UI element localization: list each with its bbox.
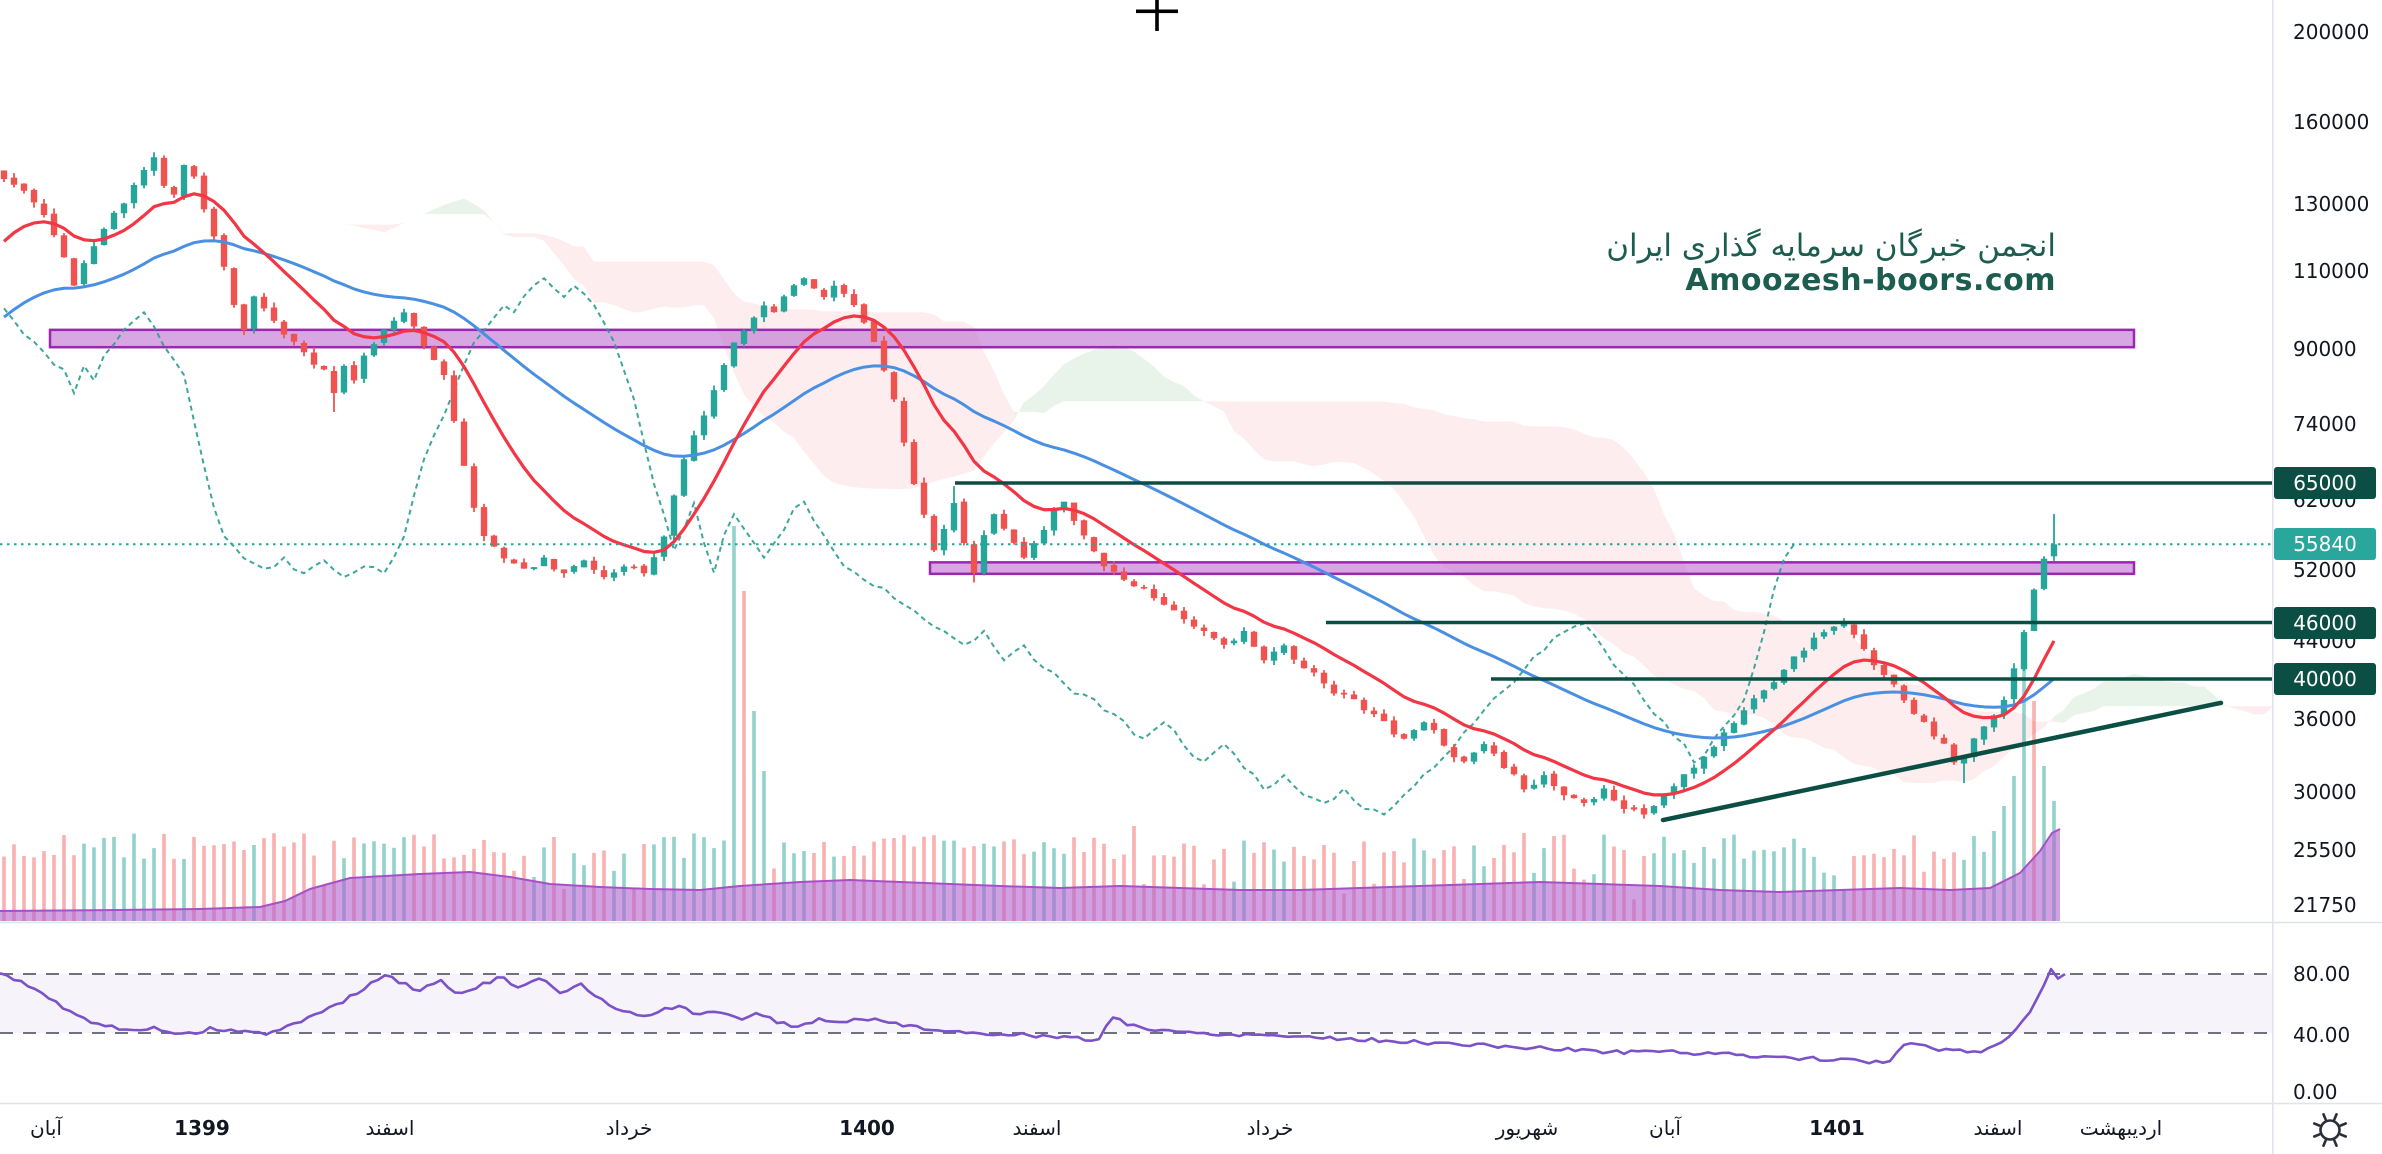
supply-demand-zones (48, 328, 2136, 576)
chikou-span-line (3, 276, 1795, 816)
rsi-line (0, 967, 2066, 1065)
price-axis[interactable] (2274, 0, 2382, 1103)
moving-averages (2, 192, 2056, 797)
volume-bars (2, 526, 2056, 921)
gear-icon (2312, 1112, 2348, 1148)
volume-ma-area (0, 828, 2061, 921)
settings-gear-button[interactable] (2306, 1106, 2354, 1154)
crosshair-icon (1136, 0, 1178, 31)
candlestick-series (0, 152, 2058, 819)
time-axis[interactable] (0, 1104, 2382, 1154)
ichimoku-cloud (264, 176, 2272, 784)
drawn-lines (0, 481, 2272, 823)
rsi-pane (0, 973, 2272, 1034)
